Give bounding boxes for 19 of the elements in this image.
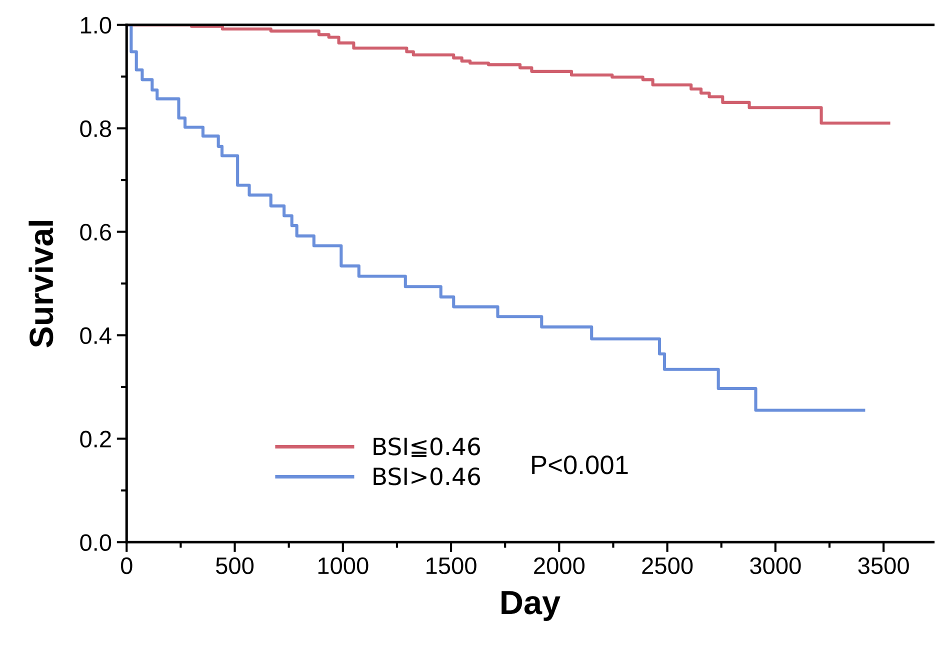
x-tick-label: 3500 <box>858 557 909 574</box>
x-axis-title: Day <box>502 591 560 621</box>
x-tick-label: 2000 <box>534 557 585 574</box>
y-axis-title: Survival <box>28 221 54 348</box>
legend-label: BSI>0.46 <box>374 467 480 486</box>
y-tick-label: 0.2 <box>80 430 111 448</box>
y-tick-label: 0.0 <box>80 534 112 551</box>
y-tick-label: 0.6 <box>80 224 112 241</box>
annotation: P<0.001 <box>532 456 628 474</box>
x-tick-label: 1000 <box>318 557 368 574</box>
y-tick-label: 1.0 <box>81 16 112 34</box>
x-tick-label: 500 <box>216 557 254 574</box>
x-tick-label: 0 <box>120 557 132 574</box>
x-tick-label: 1500 <box>426 557 476 574</box>
x-tick-label: 2500 <box>642 557 693 574</box>
x-tick-label: 3000 <box>750 557 801 574</box>
legend-label: BSI≦0.46 <box>374 438 480 457</box>
y-tick-label: 0.8 <box>80 120 112 138</box>
y-tick-label: 0.4 <box>80 327 112 344</box>
